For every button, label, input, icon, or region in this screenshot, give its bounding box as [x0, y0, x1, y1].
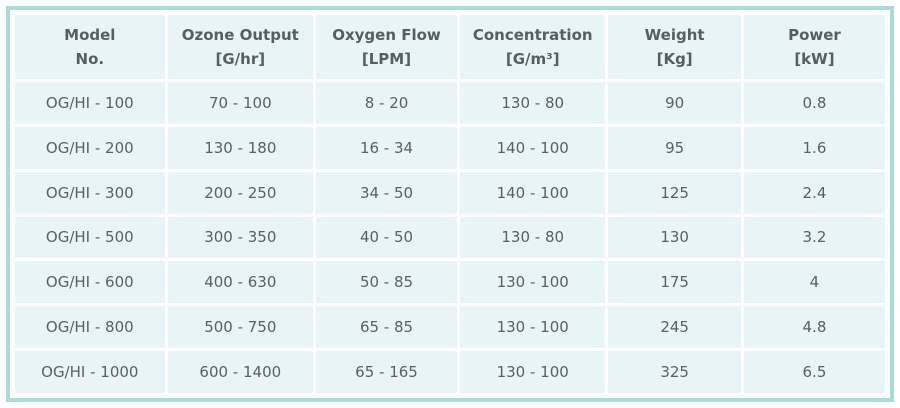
table-row: OG/HI - 500 300 - 350 40 - 50 130 - 80 1… — [15, 216, 885, 259]
cell-oxygen-flow: 65 - 165 — [315, 351, 458, 393]
header-label: Ozone Output — [181, 26, 299, 44]
cell-model: OG/HI - 800 — [15, 306, 165, 349]
cell-power: 3.2 — [743, 216, 885, 259]
ozone-generator-spec-table: Model No. Ozone Output [G/hr] Oxygen Flo… — [12, 12, 888, 396]
cell-concentration: 130 - 100 — [460, 306, 606, 349]
cell-concentration: 140 - 100 — [460, 126, 606, 169]
cell-model: OG/HI - 100 — [15, 82, 165, 124]
cell-weight: 325 — [608, 351, 741, 393]
cell-concentration: 130 - 100 — [460, 261, 606, 304]
cell-oxygen-flow: 34 - 50 — [315, 171, 458, 214]
header-row: Model No. Ozone Output [G/hr] Oxygen Flo… — [15, 15, 885, 79]
cell-oxygen-flow: 8 - 20 — [315, 82, 458, 124]
table-row: OG/HI - 1000 600 - 1400 65 - 165 130 - 1… — [15, 351, 885, 393]
cell-model: OG/HI - 200 — [15, 126, 165, 169]
cell-power: 0.8 — [743, 82, 885, 124]
cell-model: OG/HI - 500 — [15, 216, 165, 259]
cell-ozone-output: 300 - 350 — [167, 216, 313, 259]
cell-concentration: 130 - 100 — [460, 351, 606, 393]
cell-weight: 125 — [608, 171, 741, 214]
cell-ozone-output: 70 - 100 — [167, 82, 313, 124]
cell-weight: 90 — [608, 82, 741, 124]
column-header-concentration: Concentration [G/m³] — [460, 15, 606, 79]
column-header-oxygen-flow: Oxygen Flow [LPM] — [315, 15, 458, 79]
cell-ozone-output: 500 - 750 — [167, 306, 313, 349]
cell-power: 4 — [743, 261, 885, 304]
column-header-model: Model No. — [15, 15, 165, 79]
header-unit: [G/m³] — [505, 50, 560, 68]
cell-oxygen-flow: 16 - 34 — [315, 126, 458, 169]
cell-ozone-output: 130 - 180 — [167, 126, 313, 169]
cell-concentration: 130 - 80 — [460, 216, 606, 259]
header-unit: [LPM] — [361, 50, 412, 68]
cell-model: OG/HI - 1000 — [15, 351, 165, 393]
cell-oxygen-flow: 50 - 85 — [315, 261, 458, 304]
column-header-weight: Weight [Kg] — [608, 15, 741, 79]
header-label: Power — [788, 26, 841, 44]
header-unit: [kW] — [794, 50, 835, 68]
cell-model: OG/HI - 300 — [15, 171, 165, 214]
table-row: OG/HI - 200 130 - 180 16 - 34 140 - 100 … — [15, 126, 885, 169]
table-row: OG/HI - 100 70 - 100 8 - 20 130 - 80 90 … — [15, 82, 885, 124]
header-label: Model — [64, 26, 116, 44]
cell-concentration: 140 - 100 — [460, 171, 606, 214]
table-row: OG/HI - 300 200 - 250 34 - 50 140 - 100 … — [15, 171, 885, 214]
spec-table-frame: Model No. Ozone Output [G/hr] Oxygen Flo… — [6, 6, 894, 402]
cell-power: 6.5 — [743, 351, 885, 393]
column-header-ozone-output: Ozone Output [G/hr] — [167, 15, 313, 79]
header-label: Concentration — [472, 26, 593, 44]
header-unit: [Kg] — [656, 50, 693, 68]
cell-model: OG/HI - 600 — [15, 261, 165, 304]
cell-power: 1.6 — [743, 126, 885, 169]
table-row: OG/HI - 800 500 - 750 65 - 85 130 - 100 … — [15, 306, 885, 349]
table-row: OG/HI - 600 400 - 630 50 - 85 130 - 100 … — [15, 261, 885, 304]
header-unit: No. — [75, 50, 105, 68]
header-unit: [G/hr] — [215, 50, 266, 68]
cell-ozone-output: 600 - 1400 — [167, 351, 313, 393]
column-header-power: Power [kW] — [743, 15, 885, 79]
cell-power: 4.8 — [743, 306, 885, 349]
cell-power: 2.4 — [743, 171, 885, 214]
cell-weight: 245 — [608, 306, 741, 349]
cell-concentration: 130 - 80 — [460, 82, 606, 124]
cell-weight: 175 — [608, 261, 741, 304]
cell-oxygen-flow: 40 - 50 — [315, 216, 458, 259]
cell-weight: 95 — [608, 126, 741, 169]
cell-ozone-output: 400 - 630 — [167, 261, 313, 304]
cell-weight: 130 — [608, 216, 741, 259]
cell-oxygen-flow: 65 - 85 — [315, 306, 458, 349]
header-label: Oxygen Flow — [332, 26, 441, 44]
header-label: Weight — [644, 26, 705, 44]
cell-ozone-output: 200 - 250 — [167, 171, 313, 214]
